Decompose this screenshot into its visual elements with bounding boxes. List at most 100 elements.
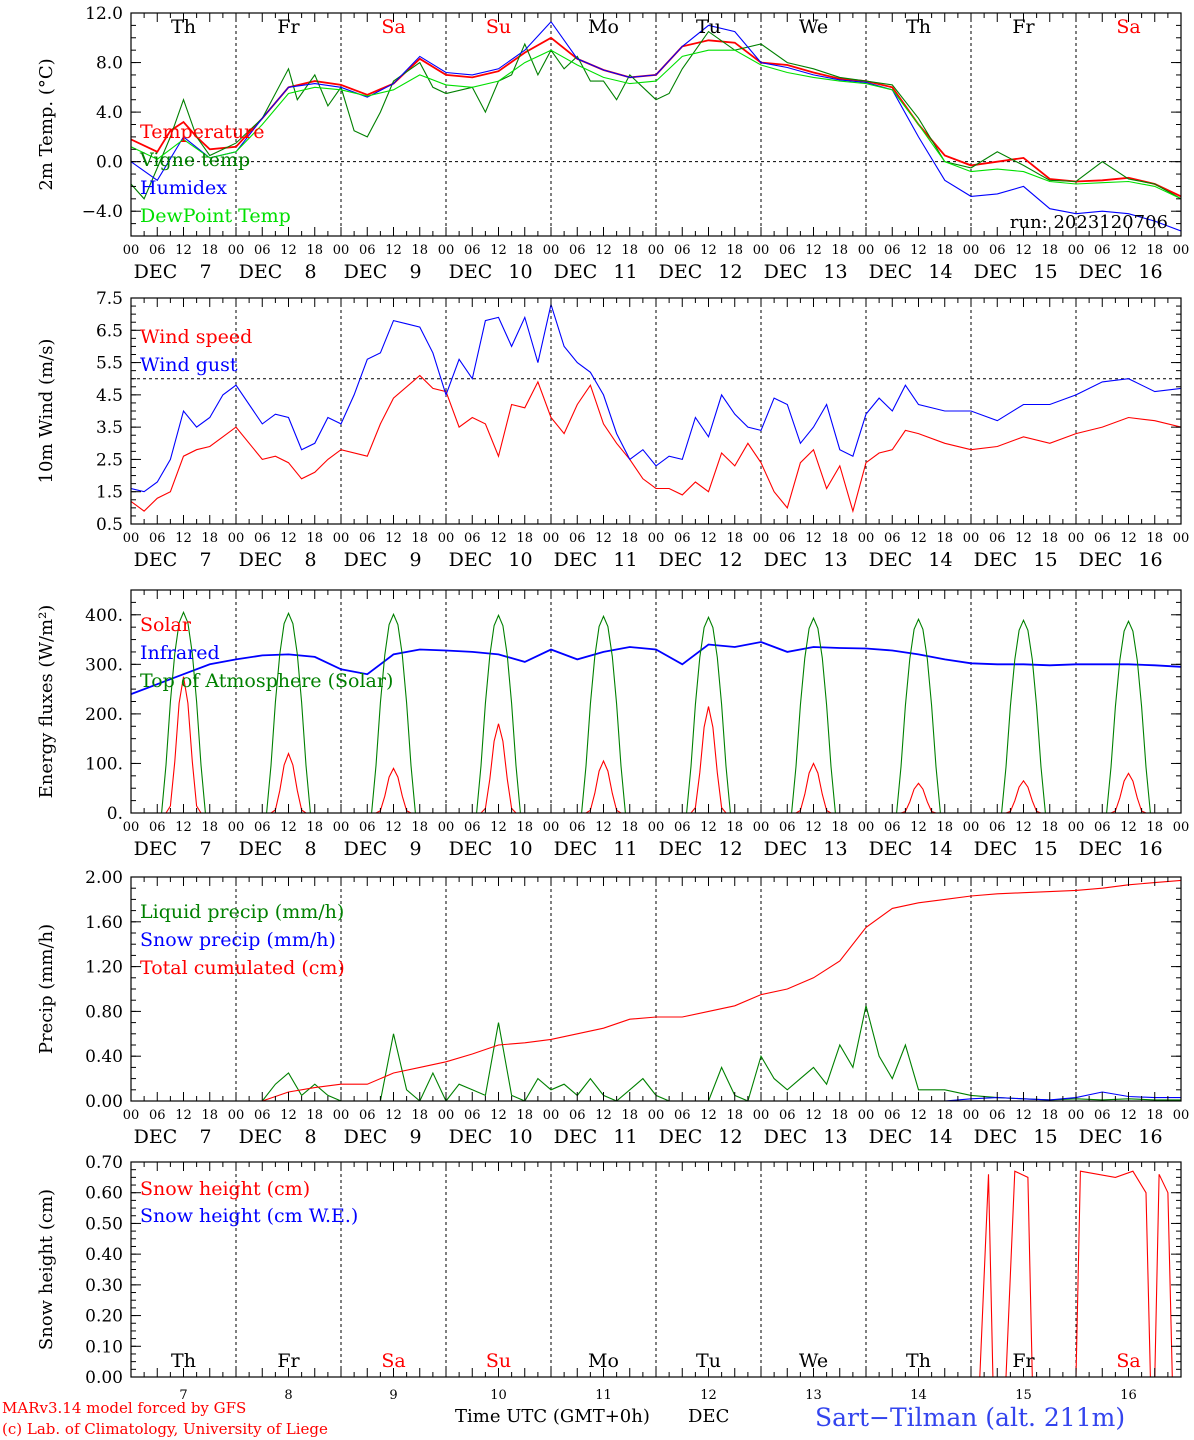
date-day-label: 16 <box>1138 261 1162 283</box>
hour-tick-label: 00 <box>228 531 245 546</box>
date-month-label: DEC <box>344 549 388 571</box>
date-month-label: DEC <box>449 838 493 860</box>
hour-tick-label: 18 <box>1041 1108 1058 1123</box>
series-line-top-of-atmosphere-solar- <box>131 610 1181 813</box>
hour-tick-label: 00 <box>228 820 245 835</box>
y-tick-label: 100. <box>85 754 123 774</box>
date-month-label: DEC <box>764 838 808 860</box>
date-day-label: 10 <box>508 1126 532 1148</box>
station-name: Sart−Tilman (alt. 211m) <box>815 1403 1126 1432</box>
hour-tick-label: 06 <box>464 531 481 546</box>
hour-tick-label: 12 <box>595 531 612 546</box>
date-day-label: 16 <box>1138 549 1162 571</box>
date-day-label: 8 <box>304 261 316 283</box>
y-tick-label: 0.00 <box>85 1368 123 1388</box>
hour-tick-label: 18 <box>831 820 848 835</box>
hour-tick-label: 18 <box>516 531 533 546</box>
hour-tick-label: 00 <box>543 531 560 546</box>
hour-tick-label: 12 <box>490 531 507 546</box>
series-line-humidex <box>131 20 1181 232</box>
hour-tick-label: 00 <box>438 531 455 546</box>
hour-tick-label: 00 <box>543 820 560 835</box>
y-axis-label: 10m Wind (m/s) <box>36 339 57 484</box>
date-day-label: 15 <box>1015 1388 1032 1403</box>
legend-entry: Snow height (cm W.E.) <box>140 1205 358 1227</box>
hour-tick-label: 06 <box>1094 243 1111 258</box>
hour-tick-label: 12 <box>280 243 297 258</box>
weekday-label: Fr <box>1012 16 1035 38</box>
hour-tick-label: 18 <box>621 243 638 258</box>
y-axis-label: Snow height (cm) <box>36 1189 57 1350</box>
date-month-label: DEC <box>1079 838 1123 860</box>
date-month-label: DEC <box>869 261 913 283</box>
date-day-label: 8 <box>304 1126 316 1148</box>
hour-tick-label: 00 <box>963 820 980 835</box>
y-tick-label: 0.5 <box>96 515 123 535</box>
hour-tick-label: 06 <box>359 820 376 835</box>
date-month-label: DEC <box>659 261 703 283</box>
date-month-label: DEC <box>134 261 178 283</box>
hour-tick-label: 06 <box>779 243 796 258</box>
date-day-label: 16 <box>1138 838 1162 860</box>
hour-tick-label: 18 <box>411 1108 428 1123</box>
date-month-label: DEC <box>554 838 598 860</box>
hour-tick-label: 18 <box>306 820 323 835</box>
date-day-label: 10 <box>508 549 532 571</box>
y-axis-label: 2m Temp. (°C) <box>36 58 57 190</box>
y-tick-label: 2.5 <box>96 450 123 470</box>
date-day-label: 7 <box>199 261 211 283</box>
weekday-label: Fr <box>277 1350 300 1372</box>
hour-tick-label: 18 <box>516 820 533 835</box>
date-day-label: 15 <box>1033 838 1057 860</box>
hour-tick-label: 18 <box>831 531 848 546</box>
y-axis-label: Precip (mm/h) <box>36 924 57 1054</box>
hour-tick-label: 06 <box>569 1108 586 1123</box>
hour-tick-label: 00 <box>333 820 350 835</box>
hour-tick-label: 18 <box>1041 820 1058 835</box>
date-month-label: DEC <box>239 261 283 283</box>
hour-tick-label: 06 <box>149 243 166 258</box>
date-day-label: 7 <box>199 549 211 571</box>
weekday-label: Sa <box>381 1350 405 1372</box>
hour-tick-label: 00 <box>963 243 980 258</box>
date-day-label: 11 <box>613 838 637 860</box>
weekday-label: We <box>799 16 828 38</box>
panel-2: 0.5 1.5 2.5 3.5 4.5 5.5 6.5 7.5 10m Wind (m/s) 00… <box>36 289 1189 571</box>
weekday-label: We <box>799 1350 828 1372</box>
hour-tick-label: 00 <box>228 243 245 258</box>
legend-entry: Wind speed <box>140 326 252 348</box>
y-tick-label: 0.10 <box>85 1337 123 1357</box>
date-month-label: DEC <box>134 838 178 860</box>
hour-tick-label: 06 <box>254 531 271 546</box>
hour-tick-label: 12 <box>700 531 717 546</box>
y-tick-label: 4.0 <box>96 103 123 123</box>
hour-tick-label: 18 <box>831 243 848 258</box>
hour-tick-label: 00 <box>1173 820 1190 835</box>
legend-entry: Temperature <box>140 121 264 143</box>
y-tick-label: 7.5 <box>96 289 123 309</box>
weekday-label: Th <box>171 1350 196 1372</box>
hour-tick-label: 12 <box>490 820 507 835</box>
weekday-label: Sa <box>1116 16 1140 38</box>
date-day-label: 13 <box>823 549 847 571</box>
hour-tick-label: 18 <box>411 243 428 258</box>
weekday-label: Su <box>486 1350 511 1372</box>
hour-tick-label: 12 <box>1015 531 1032 546</box>
date-day-label: 11 <box>613 1126 637 1148</box>
hour-tick-label: 18 <box>1146 531 1163 546</box>
hour-tick-label: 12 <box>595 820 612 835</box>
hour-tick-label: 06 <box>149 531 166 546</box>
hour-tick-label: 18 <box>726 820 743 835</box>
legend-entry: Solar <box>140 614 192 636</box>
date-month-label: DEC <box>344 261 388 283</box>
date-month-label: DEC <box>764 549 808 571</box>
hour-tick-label: 06 <box>989 1108 1006 1123</box>
date-month-label: DEC <box>974 261 1018 283</box>
legend-entry: DewPoint Temp <box>140 205 291 227</box>
legend-entry: Liquid precip (mm/h) <box>140 901 344 923</box>
y-tick-label: −4.0 <box>82 202 123 222</box>
hour-tick-label: 18 <box>411 820 428 835</box>
hour-tick-label: 00 <box>1068 243 1085 258</box>
hour-tick-label: 06 <box>569 243 586 258</box>
hour-tick-label: 06 <box>464 243 481 258</box>
